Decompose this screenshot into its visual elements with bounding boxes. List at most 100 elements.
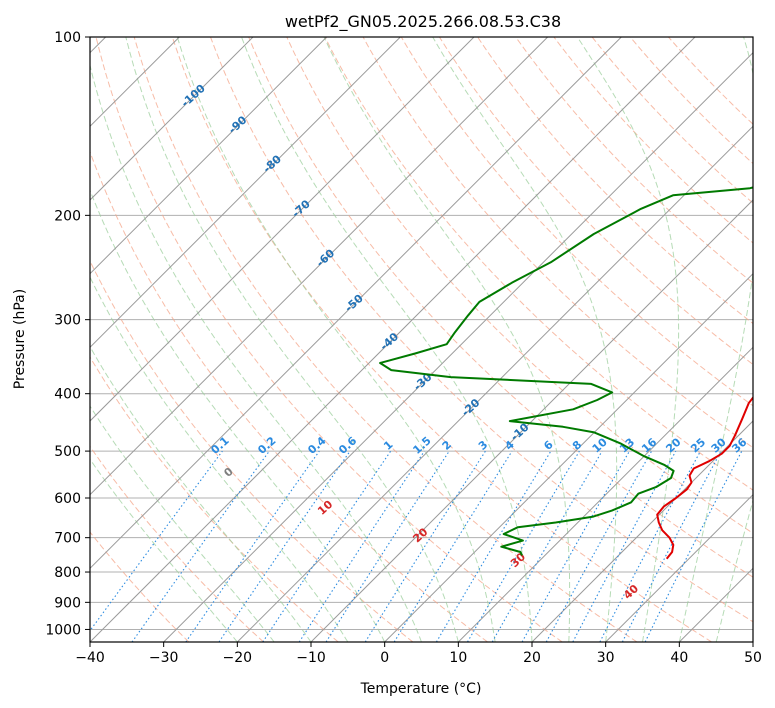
mixing-ratio-line — [131, 450, 270, 642]
isotherm-value-label: -60 — [314, 246, 338, 269]
mixing-ratio-value-label: 30 — [709, 435, 729, 455]
moist-adiabat-line — [715, 498, 753, 642]
isotherm-value-label: -90 — [226, 113, 250, 136]
y-tick-label: 200 — [54, 208, 81, 224]
plot-area: -100-90-80-70-60-50-40-30-20-10010203040… — [90, 37, 753, 642]
mixing-ratio-lines — [90, 450, 743, 642]
moist-adiabat-line — [90, 405, 275, 642]
dry-adiabat-line — [668, 37, 753, 125]
temperature-profile-line — [656, 395, 753, 560]
dry-adiabat-line — [90, 445, 264, 642]
dry-adiabat-line — [515, 37, 753, 284]
isotherm-line — [90, 37, 401, 349]
y-tick-label: 800 — [54, 565, 81, 581]
mixing-ratio-line — [545, 450, 653, 642]
y-tick-label: 500 — [54, 444, 81, 460]
x-tick-label: −30 — [149, 650, 179, 666]
isotherm-line — [163, 51, 753, 642]
moist-adiabats — [90, 37, 753, 642]
dry-adiabat-line — [90, 150, 488, 642]
isotherm-line — [90, 37, 696, 642]
y-tick-label: 900 — [54, 595, 81, 611]
x-tick-label: 20 — [523, 650, 541, 666]
isotherm-line — [531, 420, 753, 642]
x-axis-ticks: −40 −30 −20 −10 0 10 20 30 40 50 — [75, 642, 762, 666]
isotherm-line — [457, 346, 753, 642]
mixing-ratio-line — [262, 450, 392, 642]
moist-adiabat-line — [125, 37, 459, 642]
dry-adiabat-line — [90, 531, 190, 642]
x-tick-label: −20 — [223, 650, 253, 666]
moist-adiabat-line — [752, 640, 753, 642]
mixing-ratio-line — [218, 450, 351, 642]
dry-adiabat-line — [95, 37, 563, 642]
isotherm-line — [384, 272, 753, 642]
isotherm-value-label: -20 — [459, 396, 483, 419]
mixing-ratio-line — [521, 450, 630, 642]
dry-adiabat-line — [591, 37, 753, 204]
y-tick-label: 300 — [54, 313, 81, 329]
isotherm-line — [90, 37, 328, 275]
isotherm-line — [310, 199, 753, 642]
mixing-ratio-value-label: 16 — [639, 435, 659, 455]
isotherm-value-label: -40 — [378, 330, 402, 353]
dry-adiabat-value-label: 0 — [221, 465, 236, 480]
moist-adiabat-line — [678, 37, 753, 642]
dry-adiabat-line — [438, 37, 753, 366]
dry-adiabat-line — [210, 37, 753, 623]
profile-lines — [379, 186, 753, 560]
dry-adiabat-line — [248, 37, 753, 578]
dry-adiabat-line — [400, 37, 753, 407]
moist-adiabat-line — [90, 189, 386, 642]
mixing-ratio-line — [393, 450, 513, 642]
pressure-grid — [90, 37, 753, 630]
moist-adiabat-line — [90, 458, 238, 642]
dry-adiabat-value-label: 20 — [410, 525, 430, 545]
chart-title: wetPf2_GN05.2025.266.08.53.C38 — [285, 12, 561, 32]
dry-adiabat-value-label: 10 — [315, 498, 335, 518]
x-axis-label: Temperature (°C) — [360, 681, 482, 697]
dry-adiabat-line — [553, 37, 753, 244]
mixing-ratio-line — [572, 450, 677, 642]
mixing-ratio-value-label: 0.6 — [336, 434, 359, 457]
moist-adiabat-line — [90, 63, 422, 642]
mixing-ratio-value-label: 0.4 — [305, 434, 328, 457]
isotherm-line — [752, 641, 753, 642]
mixing-ratio-line — [298, 450, 425, 642]
isotherm-line — [605, 493, 753, 642]
x-tick-label: 30 — [597, 650, 615, 666]
isotherm-line — [236, 125, 753, 642]
moist-adiabat-line — [241, 37, 533, 642]
y-tick-label: 100 — [54, 30, 81, 46]
dry-adiabat-value-label: 30 — [508, 550, 528, 570]
y-axis-ticks: 100 200 300 400 500 600 700 800 900 1000 — [45, 30, 90, 638]
mixing-ratio-value-label: 0.2 — [255, 434, 278, 457]
mixing-ratio-value-label: 1.5 — [411, 434, 434, 457]
moist-adiabat-line — [323, 37, 571, 642]
isotherm-value-label: -80 — [261, 152, 285, 175]
mixing-ratio-value-label: 25 — [688, 436, 708, 456]
x-tick-label: −40 — [75, 650, 105, 666]
isotherm-line — [90, 37, 254, 201]
dry-adiabat-line — [90, 259, 414, 642]
x-tick-label: 50 — [744, 650, 762, 666]
x-tick-label: 10 — [449, 650, 467, 666]
isotherm-line — [90, 37, 549, 496]
plot-frame — [89, 36, 754, 643]
dry-adiabat-value-label: 40 — [621, 582, 641, 602]
dry-adiabat-line — [90, 356, 339, 642]
mixing-ratio-line — [90, 450, 223, 632]
y-axis-label: Pressure (hPa) — [12, 289, 28, 389]
moist-adiabat-line — [576, 37, 680, 642]
x-tick-label: 40 — [670, 650, 688, 666]
mixing-ratio-line — [325, 450, 450, 642]
y-tick-label: 600 — [54, 491, 81, 507]
y-tick-label: 1000 — [45, 622, 81, 638]
isotherm-line — [90, 37, 475, 422]
moist-adiabat-line — [176, 37, 496, 642]
moist-adiabat-line — [432, 37, 618, 642]
moist-adiabat-line — [90, 276, 349, 642]
mixing-ratio-line — [185, 450, 320, 642]
isotherm-line — [90, 37, 622, 570]
